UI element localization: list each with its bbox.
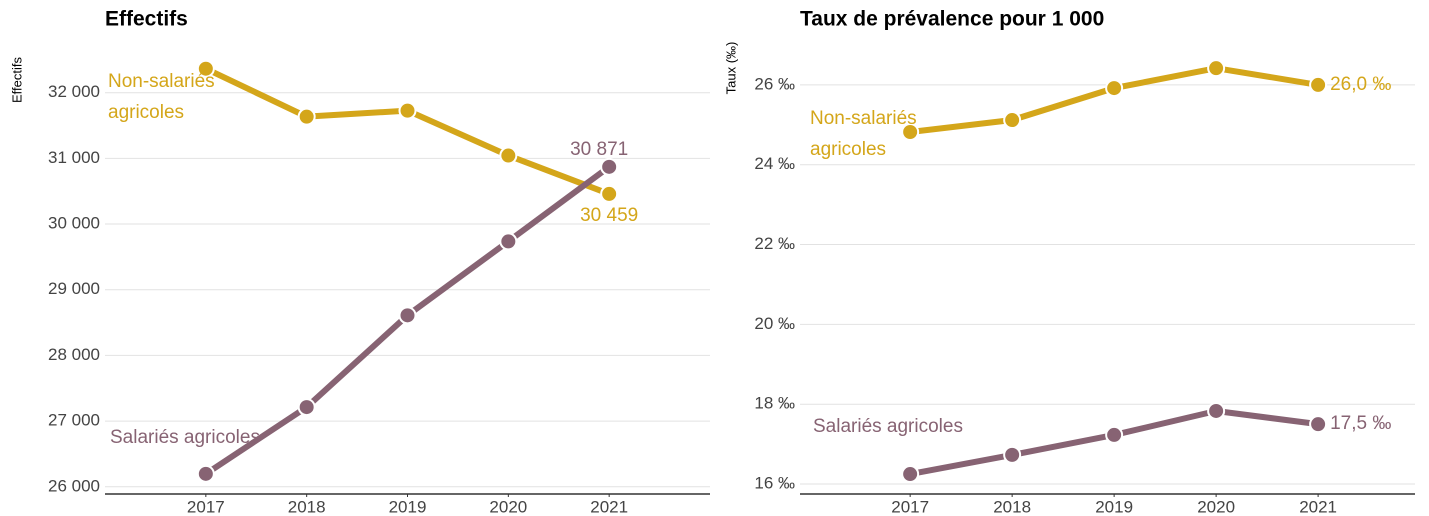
x-tick-label: 2020	[489, 497, 527, 516]
x-tick-label: 2020	[1197, 497, 1235, 516]
point	[499, 232, 518, 251]
y-tick-label: 18 ‰	[754, 394, 795, 413]
series-line	[204, 66, 611, 197]
point	[196, 464, 215, 483]
x-tick-label: 2021	[1299, 497, 1337, 516]
series-label: Non-salariés agricoles	[810, 108, 917, 160]
series-label: Salariés agricoles	[813, 416, 963, 437]
point	[398, 306, 417, 325]
x-tick-label: 2018	[288, 497, 326, 516]
value-label: 17,5 ‰	[1330, 413, 1391, 434]
y-tick-label: 30 000	[48, 214, 100, 233]
y-tick-label: 26 000	[48, 476, 100, 495]
series-label: Salariés agricoles	[110, 427, 260, 448]
x-tick-label: 2021	[590, 497, 628, 516]
series-label: Non-salariés agricoles	[108, 71, 215, 123]
point	[901, 123, 920, 142]
point	[398, 101, 417, 120]
y-tick-label: 31 000	[48, 148, 100, 167]
y-tick-label: 32 000	[48, 82, 100, 101]
y-tick-label: 16 ‰	[754, 474, 795, 493]
point	[1309, 415, 1328, 434]
chart-title: Effectifs	[105, 8, 188, 31]
x-tick-label: 2017	[891, 497, 929, 516]
point	[1105, 425, 1124, 444]
y-tick-label: 26 ‰	[754, 74, 795, 93]
x-tick-label: 2019	[1095, 497, 1133, 516]
point	[1207, 401, 1226, 420]
y-tick-label: 28 000	[48, 345, 100, 364]
point	[600, 184, 619, 203]
point	[1309, 75, 1328, 94]
point	[1105, 79, 1124, 98]
x-tick-label: 2018	[993, 497, 1031, 516]
y-tick-label: 24 ‰	[754, 154, 795, 173]
y-tick-label: 27 000	[48, 411, 100, 430]
x-tick-label: 2017	[187, 497, 225, 516]
point	[499, 146, 518, 165]
value-label: 26,0 ‰	[1330, 74, 1391, 95]
y-tick-label: 22 ‰	[754, 234, 795, 253]
x-tick-label: 2019	[389, 497, 427, 516]
point	[297, 107, 316, 126]
y-axis-label: Taux (‰)	[723, 42, 738, 95]
y-tick-label: 20 ‰	[754, 314, 795, 333]
point	[901, 465, 920, 484]
point	[297, 398, 316, 417]
chart-title: Taux de prévalence pour 1 000	[800, 8, 1104, 31]
series-line	[909, 65, 1319, 135]
point	[1003, 445, 1022, 464]
point	[196, 59, 215, 78]
y-tick-label: 29 000	[48, 279, 100, 298]
value-label: 30 459	[580, 205, 638, 226]
value-label: 30 871	[570, 139, 628, 160]
point	[1003, 111, 1022, 130]
y-axis-label: Effectifs	[9, 57, 24, 104]
point	[600, 157, 619, 176]
point	[1207, 59, 1226, 78]
